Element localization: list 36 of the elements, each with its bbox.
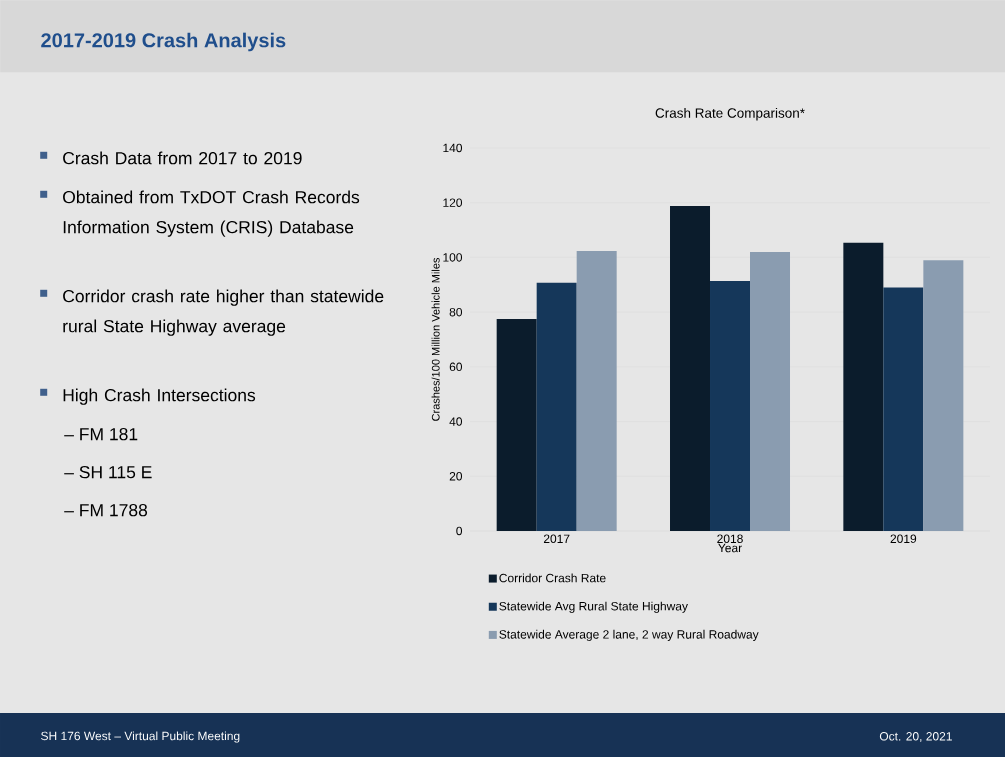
text: High Crash Intersections	[63, 388, 256, 405]
y-tick-label: 100	[443, 253, 463, 262]
y-tick-label: 60	[449, 362, 463, 372]
bar	[576, 251, 617, 531]
text: Crash Data from 2017 to 2019	[63, 151, 302, 165]
x-axis-title: Year	[718, 543, 742, 553]
bar	[923, 260, 964, 531]
y-tick-label: 0	[456, 526, 463, 536]
text: Obtained from TxDOT Crash Records Information System (CRIS) Database	[63, 190, 360, 237]
x-tick-label: 2019	[890, 534, 917, 544]
y-axis-title: Crashes/100 Million Vehicle Miles	[431, 257, 440, 421]
text: Oct. 20, 2021	[879, 732, 952, 742]
y-tick-label: 120	[443, 198, 463, 207]
text: 2017-2019 Crash Analysis	[41, 32, 286, 52]
x-tick-label: 2018	[717, 534, 743, 544]
x-tick-label: 2017	[543, 534, 570, 544]
legend-label: Statewide Average 2 lane, 2 way Rural Roadway	[499, 629, 759, 641]
bar	[843, 242, 884, 531]
y-tick-label: 40	[449, 417, 463, 426]
bar	[670, 205, 711, 531]
bar	[710, 280, 751, 531]
text: SH 176 West – Virtual Public Meeting	[41, 731, 240, 743]
text: Corridor crash rate higher than statewide rural State Highway average	[63, 289, 384, 336]
y-tick-label: 20	[449, 472, 463, 481]
bar	[750, 251, 791, 531]
text: – FM 181	[64, 427, 138, 441]
chart-title: Crash Rate Comparison*	[655, 107, 805, 121]
text: – FM 1788	[64, 503, 148, 517]
bar	[536, 282, 577, 531]
y-tick-label: 80	[449, 307, 463, 317]
legend-label: Statewide Avg Rural State Highway	[499, 601, 688, 613]
text: – SH 115 E	[64, 465, 152, 479]
bar	[496, 318, 537, 531]
bar	[883, 287, 924, 531]
y-tick-label: 140	[443, 143, 463, 153]
legend-label: Corridor Crash Rate	[499, 573, 606, 583]
